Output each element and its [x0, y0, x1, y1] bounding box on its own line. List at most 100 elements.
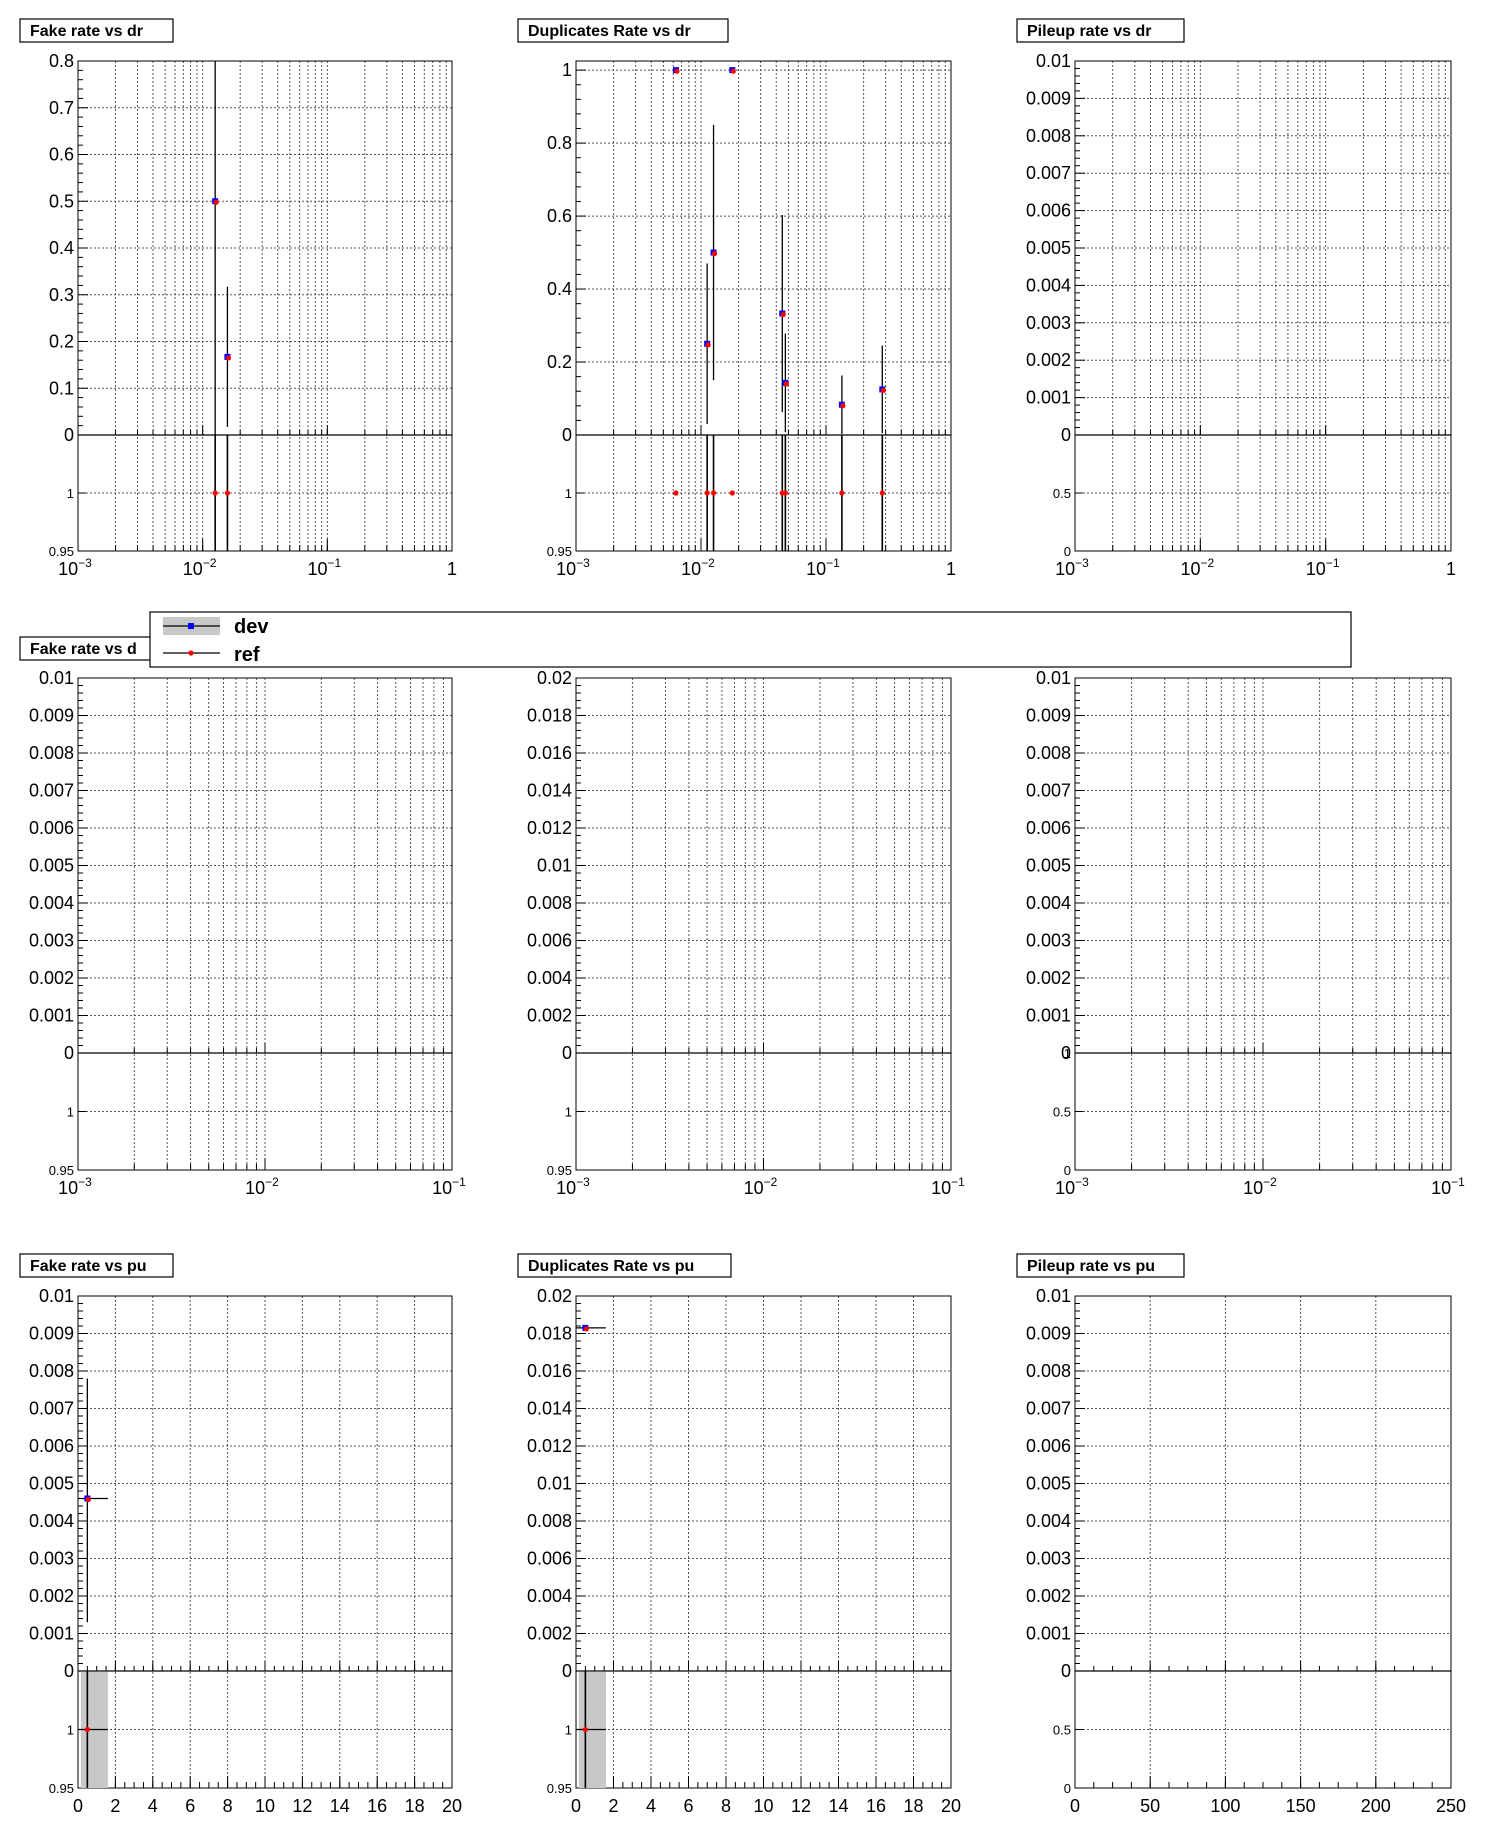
legend-ref-label: ref [234, 644, 260, 666]
x-tick-label: 1 [946, 559, 956, 579]
x-tick-label: 10−2 [744, 1175, 778, 1198]
ratio-marker [212, 490, 218, 496]
ref-marker [705, 342, 711, 348]
y-tick-label: 0.6 [49, 145, 74, 165]
x-tick-label: 2 [608, 1796, 618, 1816]
y-tick-label: 0.007 [1026, 1399, 1071, 1419]
x-tick-label: 10−3 [58, 556, 92, 579]
x-tick-label: 20 [442, 1796, 462, 1816]
y-tick-label: 0.003 [1026, 313, 1071, 333]
y-tick-label: 0.012 [527, 818, 572, 838]
chart-panel-2: 0 0.001 0.002 0.003 0.004 0.005 0.006 0.007 0.00… [1016, 18, 1456, 579]
y-tick-label: 0.012 [527, 1436, 572, 1456]
y-tick-label: 0.002 [29, 1586, 74, 1606]
ratio-y-tick-label: 0 [1064, 1163, 1071, 1178]
x-tick-base: 10 [307, 559, 327, 579]
chart-title-box [1016, 1253, 1185, 1278]
plot-frame [575, 60, 952, 436]
x-tick-label: 8 [223, 1796, 233, 1816]
y-tick-label: 0.01 [1036, 668, 1071, 688]
x-tick-label: 6 [185, 1796, 195, 1816]
y-tick-label: 0.007 [1026, 163, 1071, 183]
x-tick-label: 16 [367, 1796, 387, 1816]
y-tick-label: 0.014 [527, 1399, 572, 1419]
x-tick-base: 10 [556, 1178, 576, 1198]
chart-panel-8: 0 0.001 0.002 0.003 0.004 0.005 0.006 0.007 0.00… [1016, 1253, 1466, 1816]
y-tick-label: 0.4 [49, 238, 74, 258]
x-tick-label: 6 [683, 1796, 693, 1816]
x-tick-label: 20 [941, 1796, 961, 1816]
y-tick-label: 0.003 [29, 1549, 74, 1569]
chart-title: Pileup rate vs pu [1027, 1258, 1155, 1275]
y-tick-label: 0.009 [29, 706, 74, 726]
ratio-y-tick-label: 0.5 [1053, 1105, 1071, 1120]
legend-box [149, 611, 1352, 668]
ratio-marker [224, 490, 231, 496]
ratio-y-tick-label: 0.95 [547, 1163, 572, 1178]
x-tick-label: 50 [1140, 1796, 1160, 1816]
y-tick-label: 0.003 [1026, 1549, 1071, 1569]
x-tick-exponent: −2 [1263, 1175, 1277, 1189]
y-tick-label: 0.008 [527, 1511, 572, 1531]
y-tick-label: 0.016 [527, 743, 572, 763]
y-tick-label: 0.008 [29, 1361, 74, 1381]
y-tick-label: 0.009 [1026, 706, 1071, 726]
x-tick-label: 18 [405, 1796, 425, 1816]
x-tick-base: 10 [1180, 559, 1200, 579]
y-tick-label: 0.006 [1026, 818, 1071, 838]
x-tick-label: 1 [447, 559, 457, 579]
y-tick-label: 0.8 [49, 51, 74, 71]
x-tick-base: 10 [806, 559, 826, 579]
y-tick-label: 0.006 [1026, 201, 1071, 221]
chart-panel-3: 0 0.001 0.002 0.003 0.004 0.005 0.006 0.007 0.00… [19, 636, 466, 1198]
x-tick-exponent: −3 [1075, 1175, 1089, 1189]
ratio-marker [84, 1726, 90, 1733]
x-tick-label: 150 [1286, 1796, 1316, 1816]
chart-title-box [1016, 18, 1185, 43]
ratio-y-tick-label: 1 [67, 1105, 74, 1120]
x-tick-exponent: −1 [328, 556, 342, 570]
y-tick-label: 0.7 [49, 98, 74, 118]
ratio-marker [582, 1726, 588, 1733]
ratio-marker [704, 490, 710, 496]
ratio-marker [879, 490, 885, 496]
x-tick-label: 0 [1070, 1796, 1080, 1816]
y-tick-label: 1 [562, 60, 572, 80]
chart-panel-6: 0 0.001 0.002 0.003 0.004 0.005 0.006 0.007 0.00… [19, 1253, 462, 1816]
y-tick-label: 0.006 [29, 818, 74, 838]
y-tick-label: 0.001 [29, 1006, 74, 1026]
x-tick-exponent: −1 [1326, 556, 1340, 570]
x-tick-base: 10 [432, 1178, 452, 1198]
y-tick-label: 0.008 [1026, 126, 1071, 146]
ratio-marker [839, 490, 845, 496]
y-tick-label: 0.006 [527, 1549, 572, 1569]
y-tick-label: 0.006 [527, 931, 572, 951]
x-tick-label: 250 [1436, 1796, 1466, 1816]
y-tick-label: 0.007 [29, 781, 74, 801]
y-tick-label: 0.004 [1026, 893, 1071, 913]
x-tick-base: 10 [681, 559, 701, 579]
ratio-y-tick-label: 1 [565, 1105, 572, 1120]
ratio-marker [782, 490, 788, 496]
ref-marker [674, 68, 680, 74]
y-tick-label: 0.01 [537, 1474, 572, 1494]
x-tick-exponent: −3 [78, 556, 92, 570]
legend-ref-marker [188, 650, 194, 656]
ratio-y-tick-label: 0.95 [49, 1781, 74, 1796]
x-tick-label: 4 [646, 1796, 656, 1816]
x-tick-base: 10 [1243, 1178, 1263, 1198]
x-tick-base: 10 [556, 559, 576, 579]
chart-panel-5: 0 0.001 0.002 0.003 0.004 0.005 0.006 0.007 0.00… [1026, 668, 1465, 1198]
chart-title: Fake rate vs dr [30, 23, 143, 40]
ref-marker [730, 68, 736, 74]
x-tick-label: 18 [903, 1796, 923, 1816]
y-tick-label: 0.02 [537, 1286, 572, 1306]
x-tick-label: 10−3 [1055, 1175, 1089, 1198]
chart-title-box [19, 1253, 174, 1278]
y-tick-label: 0.004 [1026, 1511, 1071, 1531]
x-tick-exponent: −2 [764, 1175, 778, 1189]
x-tick-label: 10−2 [1243, 1175, 1277, 1198]
ratio-marker [729, 490, 735, 496]
x-tick-label: 10−2 [681, 556, 715, 579]
